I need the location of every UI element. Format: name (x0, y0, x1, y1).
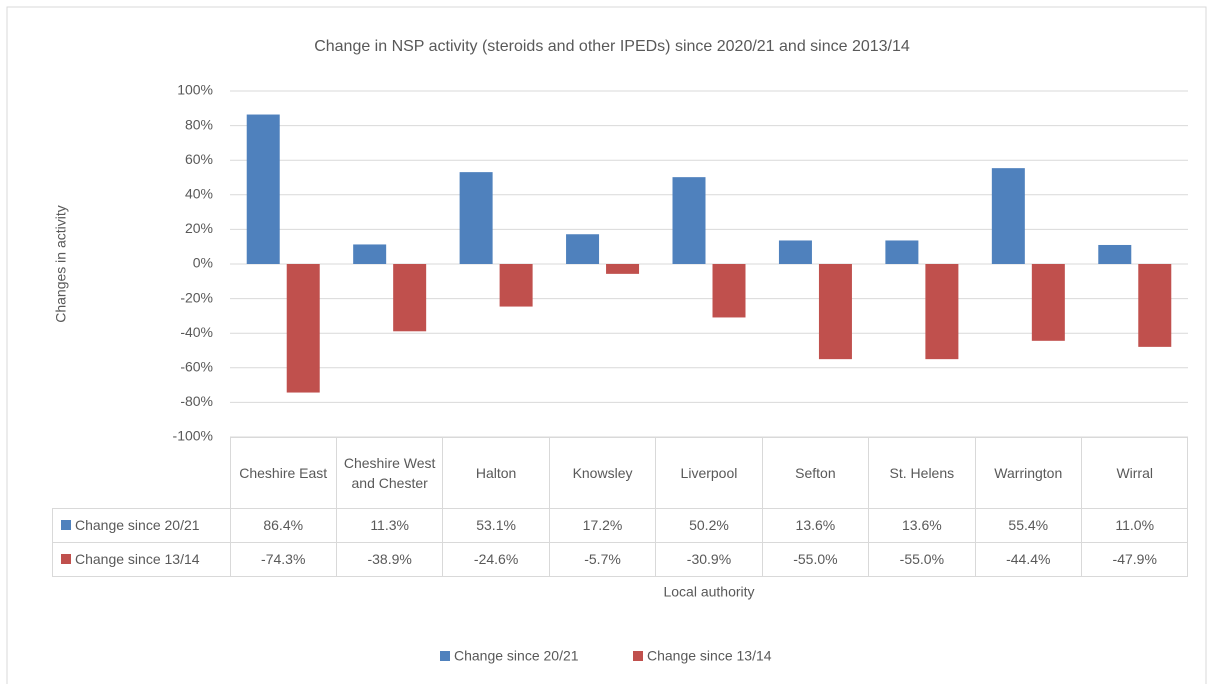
bar (566, 234, 600, 264)
table-header-row: Cheshire East Cheshire West and Chester Ha… (52, 437, 1189, 509)
x-axis-title: Local authority (663, 584, 754, 600)
bar (991, 168, 1025, 264)
y-tick-label: 20% (185, 220, 213, 236)
table-value: -44.4% (974, 541, 1083, 577)
table-value: 13.6% (868, 507, 976, 543)
y-tick-label: 40% (185, 186, 213, 202)
category-label: Halton (442, 437, 550, 509)
series-label: Change since 13/14 (52, 541, 231, 577)
y-tick-label: 0% (193, 255, 213, 271)
table-value: 17.2% (548, 507, 657, 543)
y-tick-label: -80% (180, 393, 213, 409)
bar (353, 244, 387, 264)
table-value: -30.9% (655, 541, 763, 577)
series-label: Change since 20/21 (52, 507, 231, 543)
table-value: 11.3% (335, 507, 444, 543)
y-axis-title: Changes in activity (53, 205, 69, 323)
table-value: 11.0% (1080, 507, 1189, 543)
table-value: -38.9% (335, 541, 444, 577)
category-label: Knowsley (548, 437, 657, 509)
bar (459, 172, 493, 264)
category-label: Liverpool (655, 437, 763, 509)
table-corner (52, 437, 231, 509)
bar (499, 264, 533, 307)
legend-label: Change since 20/21 (454, 648, 579, 664)
table-row: Change since 13/14 -74.3% -38.9% -24.6% -5.7… (52, 541, 1189, 577)
bar (818, 264, 852, 360)
y-tick-label: 80% (185, 116, 213, 132)
series-name: Change since 13/14 (75, 551, 200, 567)
table-value: 50.2% (655, 507, 763, 543)
category-label: Warrington (974, 437, 1083, 509)
table-value: 55.4% (974, 507, 1083, 543)
table-value: -5.7% (548, 541, 657, 577)
table-value: -55.0% (761, 541, 870, 577)
bar (1138, 264, 1172, 347)
legend-swatch (61, 520, 71, 530)
y-tick-label: -60% (180, 359, 213, 375)
table-value: -55.0% (868, 541, 976, 577)
legend-swatch (633, 651, 643, 661)
table-value: -24.6% (442, 541, 550, 577)
y-tick-label: 100% (177, 82, 213, 98)
category-label: Cheshire East (229, 437, 337, 509)
legend-swatch (440, 651, 450, 661)
category-label: Cheshire West and Chester (335, 437, 444, 509)
table-value: -74.3% (229, 541, 337, 577)
table-row: Change since 20/21 86.4% 11.3% 53.1% 17.2% 50… (52, 507, 1189, 543)
bar (393, 264, 427, 332)
bar (925, 264, 959, 360)
y-tick-label: -20% (180, 289, 213, 305)
category-label: St. Helens (868, 437, 976, 509)
bar (778, 240, 812, 264)
table-value: -47.9% (1080, 541, 1189, 577)
y-tick-label: -40% (180, 324, 213, 340)
series-name: Change since 20/21 (75, 517, 200, 533)
table-value: 13.6% (761, 507, 870, 543)
bar (885, 240, 919, 264)
legend-label: Change since 13/14 (647, 648, 772, 664)
data-table: Cheshire East Cheshire West and Chester Ha… (52, 437, 1189, 577)
legend-swatch (61, 554, 71, 564)
bar (1031, 264, 1065, 341)
table-value: 53.1% (442, 507, 550, 543)
bar (1098, 244, 1132, 264)
bar (712, 264, 746, 318)
chart-title: Change in NSP activity (steroids and oth… (314, 38, 910, 55)
bar (286, 264, 320, 393)
table-value: 86.4% (229, 507, 337, 543)
bar (246, 114, 280, 264)
bar (606, 264, 640, 274)
category-label: Sefton (761, 437, 870, 509)
chart-border (6, 6, 1207, 684)
y-tick-label: 60% (185, 151, 213, 167)
bar (672, 177, 706, 264)
category-label: Wirral (1080, 437, 1189, 509)
